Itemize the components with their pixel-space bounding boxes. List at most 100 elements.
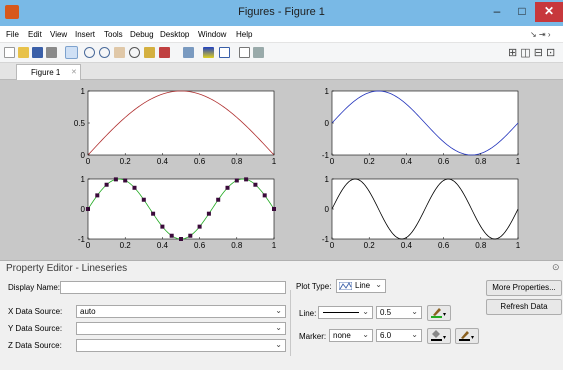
data-cursor-icon[interactable]	[144, 47, 155, 58]
y-tick-label: 0	[81, 205, 86, 214]
link-icon[interactable]	[183, 47, 194, 58]
layout-icons[interactable]: ⊞ ◫ ⊟ ⊡	[508, 47, 556, 59]
legend-icon[interactable]	[219, 47, 230, 58]
pointer-icon[interactable]	[65, 46, 78, 59]
show-tools-icon[interactable]	[253, 47, 264, 58]
series-line[interactable]	[331, 90, 519, 156]
x-tick-label: 1	[272, 241, 277, 250]
axes-1[interactable]: 0 0.2 0.4 0.6 0.8 1 1 0.5 0	[74, 87, 277, 166]
tab-figure-1[interactable]: Figure 1 ✕	[16, 64, 81, 80]
y-tick-label: -1	[322, 151, 330, 160]
data-marker[interactable]	[272, 207, 276, 211]
data-marker[interactable]	[95, 193, 100, 198]
data-marker[interactable]	[113, 177, 118, 182]
data-marker[interactable]	[179, 237, 183, 241]
data-marker[interactable]	[132, 185, 137, 190]
data-marker[interactable]	[104, 182, 109, 187]
x-tick-label: 0.6	[194, 241, 206, 250]
rotate-icon[interactable]	[129, 47, 140, 58]
menu-debug[interactable]: Debug	[130, 30, 154, 39]
x-tick-label: 0.6	[438, 157, 450, 166]
menu-file[interactable]: File	[6, 30, 19, 39]
data-marker[interactable]	[262, 193, 267, 198]
series-line[interactable]	[331, 178, 519, 240]
data-marker[interactable]	[160, 224, 165, 229]
axes-3[interactable]: 0 0.2 0.4 0.6 0.8 110-1	[78, 175, 277, 250]
colorbar-icon[interactable]	[203, 47, 214, 58]
hide-tools-icon[interactable]	[239, 47, 250, 58]
menu-window[interactable]: Window	[198, 30, 227, 39]
new-icon[interactable]	[4, 47, 15, 58]
x-tick-label: 0.4	[157, 241, 169, 250]
axes-4[interactable]: 0 0.2 0.4 0.6 0.8 110-1	[322, 175, 521, 250]
data-marker[interactable]	[225, 185, 230, 190]
data-marker[interactable]	[169, 233, 174, 238]
chevron-down-icon: ⌄	[375, 280, 382, 289]
save-icon[interactable]	[32, 47, 43, 58]
series-line[interactable]	[87, 90, 275, 156]
menu-insert[interactable]: Insert	[75, 30, 96, 39]
menu-help[interactable]: Help	[236, 30, 253, 39]
y-data-source-select[interactable]: ⌄	[76, 322, 286, 335]
data-marker[interactable]	[244, 177, 249, 182]
chevron-down-icon: ⌄	[275, 306, 282, 315]
open-icon[interactable]	[18, 47, 29, 58]
axes-2[interactable]: 0 0.2 0.4 0.6 0.8 110-1	[322, 87, 521, 166]
menu-desktop[interactable]: Desktop	[160, 30, 190, 39]
y-tick-label: 1	[81, 87, 86, 96]
z-data-source-select[interactable]: ⌄	[76, 339, 286, 352]
close-button[interactable]: ✕	[535, 2, 563, 22]
minimize-button[interactable]: –	[493, 4, 501, 18]
menu-edit[interactable]: Edit	[28, 30, 42, 39]
x-tick-label: 0	[330, 241, 335, 250]
x-tick-label: 0	[330, 157, 335, 166]
pan-icon[interactable]	[114, 47, 125, 58]
x-tick-label: 1	[516, 241, 521, 250]
menu-view[interactable]: View	[50, 30, 68, 39]
data-marker[interactable]	[188, 233, 193, 238]
display-name-field[interactable]	[60, 281, 286, 294]
line-color-button[interactable]: ▾	[427, 305, 451, 321]
more-properties-button[interactable]: More Properties...	[486, 280, 562, 296]
marker-size-select[interactable]: 6.0 ⌄	[376, 329, 422, 342]
maximize-button[interactable]: □	[518, 4, 526, 18]
x-tick-label: 0.8	[231, 241, 243, 250]
data-marker[interactable]	[151, 211, 156, 216]
marker-fill-button[interactable]: ▾	[427, 328, 451, 344]
plot-type-select[interactable]: Line ⌄	[336, 279, 386, 293]
data-marker[interactable]	[234, 178, 239, 183]
svg-text:▾: ▾	[443, 335, 446, 341]
tab-close-icon[interactable]: ✕	[71, 69, 77, 76]
chevron-down-icon: ⌄	[275, 340, 282, 349]
data-marker[interactable]	[123, 178, 128, 183]
data-marker[interactable]	[216, 197, 221, 202]
refresh-data-button[interactable]: Refresh Data	[486, 299, 562, 315]
marker-select[interactable]: none ⌄	[329, 329, 373, 342]
data-marker[interactable]	[206, 211, 211, 216]
marker-size-value: 6.0	[380, 331, 392, 340]
menu-tools[interactable]: Tools	[104, 30, 123, 39]
y-tick-label: 0	[325, 205, 330, 214]
chevron-down-icon: ⌄	[411, 307, 418, 316]
line-style-select[interactable]: ⌄	[318, 306, 373, 319]
x-data-source-select[interactable]: auto ⌄	[76, 305, 286, 318]
y-tick-label: -1	[322, 235, 330, 244]
brush-icon[interactable]	[159, 47, 170, 58]
x-tick-label: 0	[86, 157, 91, 166]
solid-line-icon	[323, 312, 359, 313]
x-data-source-label: X Data Source:	[8, 307, 63, 316]
zoom-in-icon[interactable]	[84, 47, 95, 58]
line-width-select[interactable]: 0.5 ⌄	[376, 306, 422, 319]
x-tick-label: 0.2	[364, 241, 376, 250]
dock-arrows-icon[interactable]: ↘ ⇥ ›	[530, 30, 551, 39]
data-marker[interactable]	[197, 224, 202, 229]
marker-edge-button[interactable]: ▾	[455, 328, 479, 344]
plots-svg: 0 0.2 0.4 0.6 0.8 110.50 0 0.2 0.4 0.6 0.8 110-1 0…	[74, 87, 521, 250]
chevron-down-icon: ⌄	[362, 307, 369, 316]
print-icon[interactable]	[46, 47, 57, 58]
data-marker[interactable]	[253, 182, 258, 187]
menu-bar: File Edit View Insert Tools Debug Deskto…	[0, 26, 563, 43]
collapse-icon[interactable]: ⊙	[552, 262, 560, 272]
data-marker[interactable]	[141, 197, 146, 202]
zoom-out-icon[interactable]	[99, 47, 110, 58]
